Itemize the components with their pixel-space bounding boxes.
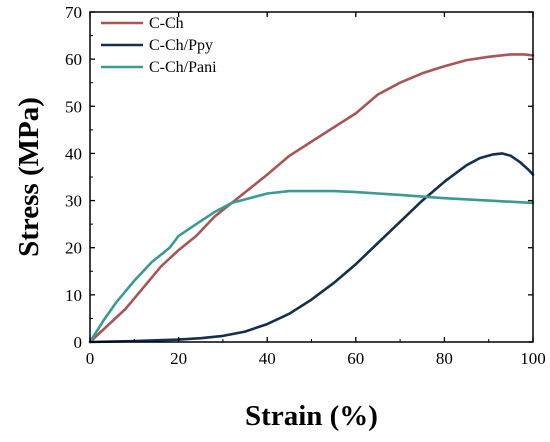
y-tick-label: 10 — [65, 286, 82, 305]
x-axis-title: Strain (%) — [245, 400, 378, 432]
legend-label-0: C-Ch — [149, 15, 184, 32]
x-tick-label: 40 — [259, 349, 276, 368]
legend: C-Ch C-Ch/Ppy C-Ch/Pani — [101, 15, 217, 76]
x-tick-label: 60 — [347, 349, 364, 368]
x-tick-label: 100 — [520, 349, 546, 368]
legend-label-2: C-Ch/Pani — [149, 59, 217, 76]
series-layer — [88, 53, 535, 344]
series-line-1 — [88, 152, 535, 344]
y-tick-label: 0 — [74, 333, 83, 352]
y-tick-label: 40 — [65, 144, 82, 163]
y-tick-label: 50 — [65, 97, 82, 116]
legend-label-1: C-Ch/Ppy — [149, 37, 213, 54]
x-tick-label: 20 — [170, 349, 187, 368]
x-tick-label: 0 — [86, 349, 95, 368]
y-tick-label: 60 — [65, 50, 82, 69]
axes-layer: 0 20 40 60 80 100 0 10 20 30 40 50 60 70 — [65, 3, 546, 368]
y-tick-label: 20 — [65, 239, 82, 258]
y-tick-label: 30 — [65, 192, 82, 211]
y-axis-title: Stress (MPa) — [13, 97, 45, 257]
series-line-2 — [88, 189, 535, 344]
x-tick-label: 80 — [436, 349, 453, 368]
y-tick-label: 70 — [65, 3, 82, 22]
series-line-0 — [88, 53, 535, 344]
